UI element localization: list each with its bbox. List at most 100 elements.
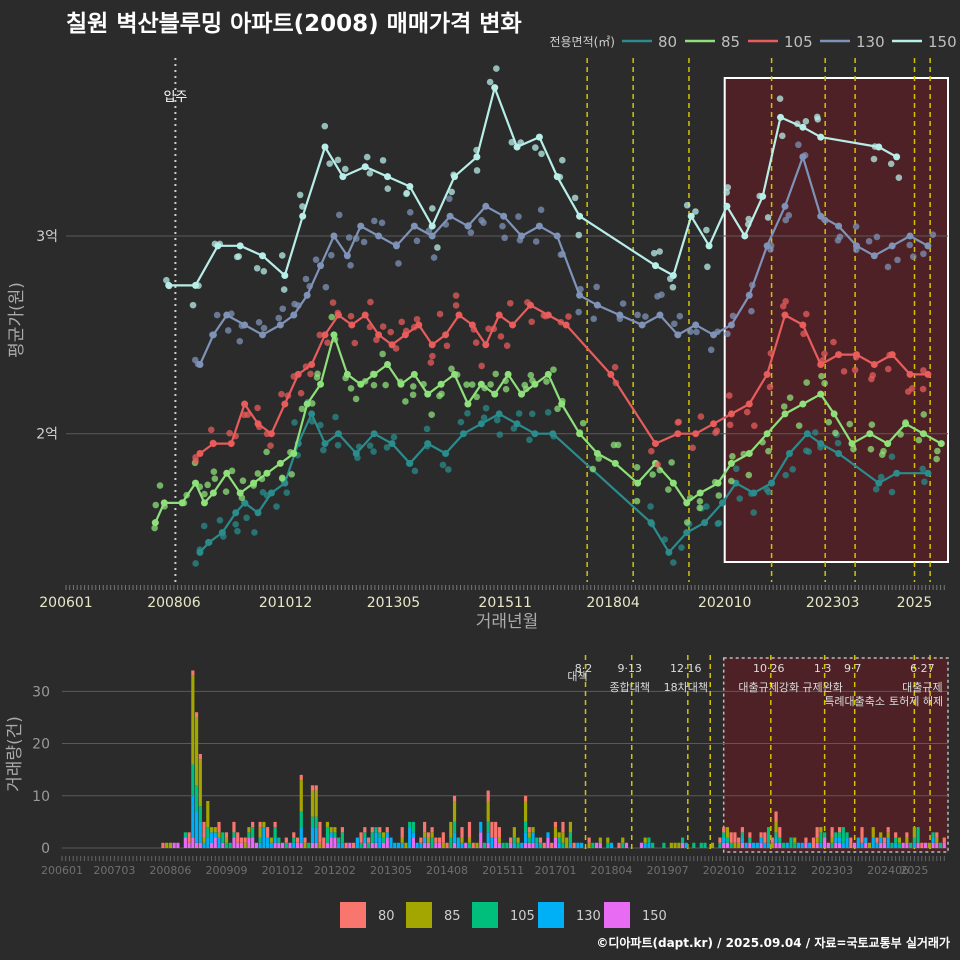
volume-bar — [310, 827, 315, 843]
data-point — [317, 380, 325, 388]
volume-bar — [262, 821, 266, 828]
volume-bar — [718, 837, 722, 843]
data-point — [593, 301, 601, 309]
scatter-point — [307, 370, 314, 378]
x-tick-label: 201012 — [259, 595, 312, 611]
volume-bar — [325, 827, 330, 843]
volume-bar — [333, 837, 337, 848]
volume-bar — [187, 832, 191, 843]
volume-bar — [766, 842, 771, 848]
data-point — [576, 212, 584, 220]
volume-bar — [759, 837, 763, 843]
volume-bar — [299, 780, 303, 812]
volume-bar — [662, 842, 666, 848]
data-point — [357, 222, 365, 230]
data-point — [361, 311, 369, 319]
data-point — [656, 311, 664, 319]
volume-bar — [460, 827, 464, 838]
scatter-point — [152, 501, 160, 509]
scatter-point — [496, 431, 504, 438]
volume-bar — [426, 837, 430, 843]
volume-bar — [770, 842, 774, 848]
data-point — [317, 262, 325, 270]
scatter-point — [803, 379, 810, 386]
volume-bar — [875, 842, 879, 848]
scatter-point — [189, 301, 197, 309]
data-point — [799, 153, 807, 161]
volume-legend-swatch-80 — [340, 902, 366, 928]
volume-bar — [527, 842, 531, 848]
volume-bar — [486, 821, 490, 833]
data-point — [232, 509, 240, 517]
volume-bar — [598, 837, 602, 843]
scatter-point — [795, 141, 802, 149]
legend-label-150: 150 — [928, 33, 957, 51]
data-point — [576, 291, 584, 299]
volume-bar — [759, 842, 763, 848]
scatter-point — [633, 464, 641, 471]
volume-bar — [467, 821, 472, 838]
data-point — [669, 272, 677, 280]
scatter-point — [884, 365, 892, 373]
scatter-point — [745, 471, 753, 479]
volume-bar — [385, 837, 389, 848]
scatter-point — [868, 375, 875, 383]
data-point — [388, 440, 396, 448]
data-point — [651, 440, 659, 448]
legend-title: 전용면적(㎡) — [549, 35, 615, 49]
volume-bar — [176, 842, 180, 848]
volume-bar — [239, 842, 244, 848]
volume-bar — [494, 821, 498, 838]
scatter-point — [445, 195, 453, 203]
volume-bar — [609, 842, 614, 848]
volume-bar — [251, 827, 255, 838]
volume-bar — [333, 827, 337, 833]
scatter-point — [832, 429, 839, 437]
data-point — [303, 291, 311, 299]
volume-bar — [191, 675, 195, 765]
volume-bar — [823, 832, 827, 838]
volume-bar — [587, 837, 591, 843]
volume-bar — [561, 842, 565, 848]
volume-bar — [938, 842, 943, 848]
volume-bar — [535, 842, 539, 848]
volume-bar — [206, 801, 210, 828]
data-point — [196, 449, 204, 457]
data-point — [674, 430, 682, 438]
volume-bar — [849, 837, 853, 848]
volume-bar — [882, 842, 887, 848]
volume-bar — [523, 832, 528, 843]
data-point — [455, 311, 463, 319]
data-point — [531, 380, 539, 388]
scatter-point — [565, 313, 572, 320]
data-point — [209, 331, 217, 339]
data-point — [357, 380, 365, 388]
scatter-point — [493, 65, 500, 72]
volume-bar — [303, 842, 307, 848]
data-point — [701, 519, 709, 527]
x-tick-label-volume: 2025 — [900, 864, 928, 877]
x-tick-label-volume: 201804 — [591, 864, 633, 877]
volume-bar — [292, 842, 296, 848]
scatter-point — [611, 363, 619, 371]
scatter-point — [676, 312, 684, 320]
scatter-point — [352, 395, 360, 403]
volume-bar — [430, 837, 434, 848]
volume-bar — [269, 837, 273, 843]
policy-event-label: 토허제 해제 — [889, 694, 943, 708]
scatter-point — [236, 337, 244, 345]
scatter-point — [920, 250, 927, 258]
scatter-point — [765, 447, 772, 455]
volume-bar — [837, 842, 842, 848]
scatter-point — [852, 223, 860, 230]
volume-bar — [830, 827, 834, 838]
volume-bar — [643, 837, 647, 843]
x-tick-label-volume: 200601 — [41, 864, 83, 877]
volume-bar — [912, 837, 916, 843]
scatter-point — [192, 453, 199, 461]
volume-bar — [643, 842, 647, 848]
volume-bar — [752, 842, 756, 848]
volume-bar — [879, 832, 883, 838]
volume-bar — [538, 837, 543, 843]
data-point — [817, 360, 825, 368]
